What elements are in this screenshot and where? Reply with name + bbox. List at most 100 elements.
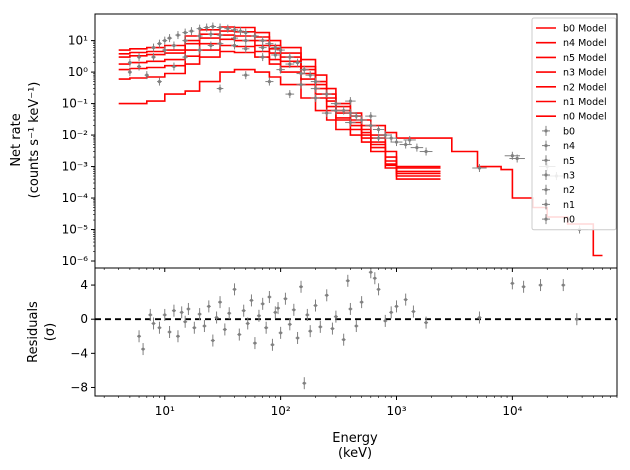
model-line-n2 <box>118 44 441 175</box>
spectrum-ylabel-line1: Net rate <box>9 113 24 166</box>
residual-point <box>389 306 394 319</box>
data-point-marker <box>261 39 265 43</box>
legend-label: n4 <box>563 141 575 152</box>
data-point-marker <box>334 108 338 113</box>
legend-label: n4 Model <box>563 38 607 49</box>
residual-marker <box>276 306 280 310</box>
residual-point <box>222 323 227 336</box>
residual-point <box>510 277 515 290</box>
residual-point <box>148 308 153 321</box>
residual-point <box>341 333 346 346</box>
residual-marker <box>302 381 306 385</box>
xlabel-line1: Energy <box>332 431 378 446</box>
legend-entry: n2 Model <box>536 82 607 93</box>
legend-entry: n4 <box>542 140 575 152</box>
residual-marker <box>389 310 393 314</box>
legend-label: n3 <box>563 171 575 182</box>
residual-marker <box>354 324 358 328</box>
residual-marker <box>288 322 292 326</box>
model-line-n4 <box>118 30 441 168</box>
legend-entry: n0 <box>542 214 575 226</box>
data-point <box>151 43 156 52</box>
data-point-marker <box>308 73 312 77</box>
data-point <box>171 41 177 50</box>
residual-marker <box>264 326 268 330</box>
data-point <box>175 31 181 40</box>
spectrum-ytick-label: 10¹ <box>68 34 88 48</box>
spectrum-ytick-label: 10⁻⁵ <box>62 223 89 237</box>
residual-marker <box>348 307 352 311</box>
data-point-marker <box>295 61 300 65</box>
residual-marker <box>539 283 543 287</box>
residuals-ytick-label: −8 <box>70 380 88 394</box>
residual-marker <box>318 325 322 329</box>
residual-marker <box>561 283 565 287</box>
legend-entry: n5 <box>542 155 575 167</box>
data-point <box>236 27 245 36</box>
data-point-marker <box>128 70 132 74</box>
residual-marker <box>218 300 222 304</box>
residual-marker <box>202 324 206 328</box>
residual-marker <box>192 326 196 330</box>
residual-point <box>171 304 176 317</box>
data-point-marker <box>189 29 194 33</box>
data-point-marker <box>510 154 514 158</box>
data-point-marker <box>209 43 213 48</box>
residual-point <box>206 300 211 313</box>
data-point <box>182 28 188 37</box>
residual-marker <box>342 338 346 342</box>
residual-marker <box>186 307 190 311</box>
residual-marker <box>477 315 481 319</box>
residual-marker <box>383 319 387 323</box>
residual-point <box>245 317 250 330</box>
data-point-marker <box>244 73 248 77</box>
data-point-marker <box>369 123 373 128</box>
residual-point <box>287 318 292 331</box>
residual-marker <box>305 313 309 317</box>
data-point-marker <box>218 86 222 91</box>
residuals-frame <box>94 267 618 397</box>
legend-label: n2 <box>563 185 575 196</box>
data-point <box>310 94 321 103</box>
data-point <box>296 80 306 89</box>
residual-point <box>267 291 272 304</box>
residual-marker <box>373 276 377 280</box>
data-point <box>258 53 267 62</box>
data-point-marker <box>232 28 237 32</box>
data-point <box>231 41 239 50</box>
data-point-marker <box>261 45 265 50</box>
data-point <box>157 39 162 48</box>
data-point <box>372 125 385 134</box>
data-point-marker <box>348 99 352 103</box>
legend-box <box>531 17 617 231</box>
residual-point <box>318 320 323 333</box>
legend-entry: n1 <box>542 199 575 211</box>
residual-marker <box>394 304 398 308</box>
residual-marker <box>223 327 227 331</box>
data-point-marker <box>354 114 358 118</box>
residual-point <box>345 274 350 287</box>
data-point <box>136 62 142 71</box>
residual-marker <box>157 326 161 330</box>
data-point-marker <box>288 92 292 96</box>
residual-marker <box>137 334 141 338</box>
residual-point <box>424 316 429 329</box>
data-point-marker <box>218 25 222 30</box>
residual-marker <box>296 336 300 340</box>
data-point <box>330 99 341 108</box>
data-point-marker <box>151 45 156 50</box>
residual-marker <box>360 300 364 304</box>
data-point <box>127 58 132 67</box>
residual-point <box>202 320 207 333</box>
data-point <box>276 46 285 55</box>
data-point <box>305 71 315 80</box>
residual-point <box>561 279 566 292</box>
data-point-marker <box>288 55 292 59</box>
data-point-marker <box>389 136 393 140</box>
data-point <box>321 90 332 99</box>
residual-marker <box>183 320 187 324</box>
data-point-marker <box>302 68 306 72</box>
residual-point <box>252 337 257 350</box>
legend-label: n5 <box>563 156 575 167</box>
residual-point <box>264 321 269 334</box>
